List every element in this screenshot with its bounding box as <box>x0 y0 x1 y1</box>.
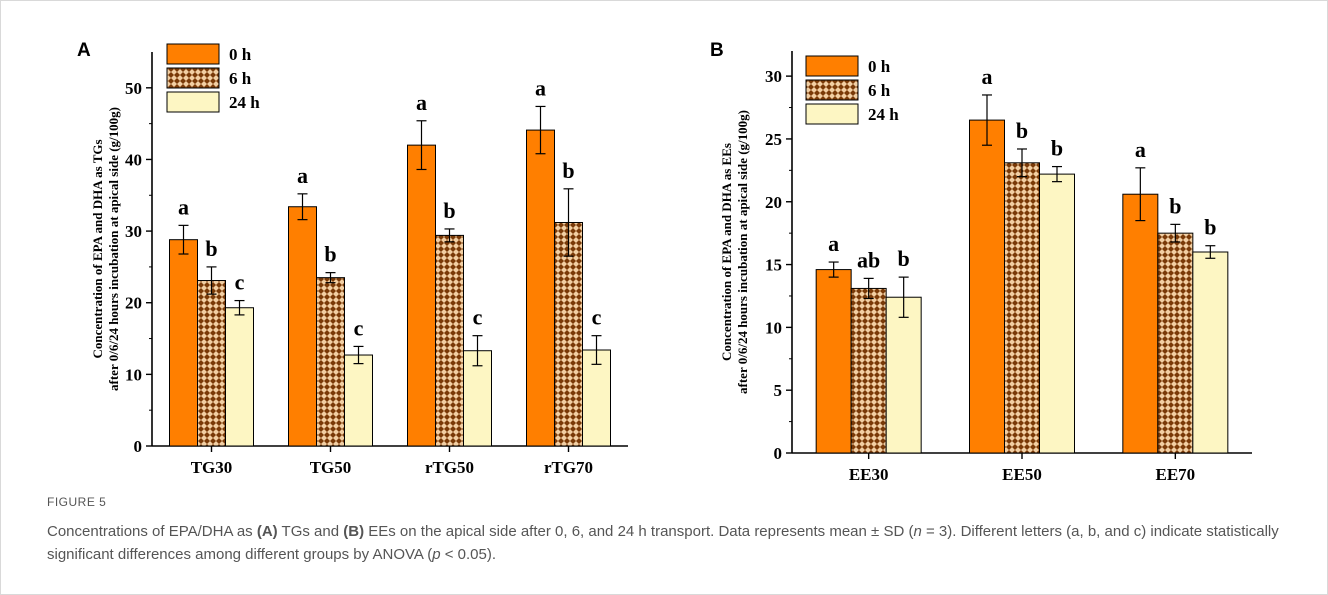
legend-swatch <box>805 103 859 125</box>
y-axis-label: Concentration of EPA and DHA as TGs <box>90 139 105 358</box>
bar <box>1157 232 1194 454</box>
y-tick-label: 5 <box>774 381 783 400</box>
significance-letter: a <box>535 75 546 100</box>
x-tick-label: rTG70 <box>544 458 593 477</box>
significance-letter: b <box>1051 136 1063 161</box>
chart-panel-b: 0 5 10 15 20 25 30 Concentration of EPA and DHA… <box>710 40 1252 484</box>
bar <box>582 349 611 447</box>
significance-letter: b <box>1169 193 1181 218</box>
legend-label: 0 h <box>229 45 252 64</box>
significance-letter: b <box>898 246 910 271</box>
y-tick-label: 15 <box>765 256 782 275</box>
panel-label: A <box>77 40 91 61</box>
significance-letter: a <box>828 231 839 256</box>
legend-swatch <box>166 67 220 89</box>
legend-swatch <box>805 55 859 77</box>
significance-letter: c <box>235 270 245 295</box>
bar <box>1039 173 1075 454</box>
bar <box>344 354 373 447</box>
legend-swatch <box>166 91 220 113</box>
y-tick-label: 50 <box>125 79 142 98</box>
significance-letter: b <box>205 236 217 261</box>
bar <box>885 296 922 454</box>
y-axis-label: Concentration of EPA and DHA as EEs <box>719 143 734 361</box>
bar <box>197 280 226 447</box>
bar <box>526 129 555 447</box>
y-tick-label: 25 <box>765 130 782 149</box>
bar <box>169 239 198 447</box>
bar <box>815 269 852 454</box>
significance-letter: b <box>1204 215 1216 240</box>
y-axis-label: after 0/6/24 hours incubation at apical … <box>106 107 121 391</box>
significance-letter: b <box>324 242 336 267</box>
bar <box>316 277 345 447</box>
y-tick-label: 40 <box>125 150 142 169</box>
bar <box>1122 193 1159 454</box>
bar <box>435 234 464 447</box>
bar <box>850 287 887 454</box>
x-tick-label: TG30 <box>191 458 233 477</box>
legend-label: 0 h <box>868 57 891 76</box>
x-tick-label: TG50 <box>310 458 352 477</box>
y-tick-label: 30 <box>125 222 142 241</box>
y-tick-label: 20 <box>125 294 142 313</box>
panel-label: B <box>710 40 724 61</box>
legend-label: 6 h <box>229 69 252 88</box>
significance-letter: a <box>982 64 993 89</box>
significance-letter: b <box>562 158 574 183</box>
bar <box>288 206 317 447</box>
bar <box>1192 251 1229 454</box>
significance-letter: c <box>354 315 364 340</box>
bar <box>969 119 1005 454</box>
y-tick-label: 10 <box>765 318 782 337</box>
legend-label: 24 h <box>868 105 899 124</box>
legend-label: 24 h <box>229 93 260 112</box>
significance-letter: c <box>473 305 483 330</box>
chart-panel-a: 0 10 20 30 40 50 Concentration of EPA and DHA … <box>77 40 628 477</box>
bar <box>1004 162 1040 454</box>
x-tick-label: EE30 <box>849 465 889 484</box>
significance-letter: a <box>297 163 308 188</box>
figure-label: FIGURE 5 <box>47 495 107 509</box>
bar <box>407 144 436 447</box>
y-tick-label: 0 <box>134 437 143 456</box>
bar <box>554 221 583 447</box>
significance-letter: b <box>1016 118 1028 143</box>
significance-letter: ab <box>857 247 880 272</box>
y-tick-label: 0 <box>774 444 783 463</box>
x-tick-label: EE50 <box>1002 465 1042 484</box>
significance-letter: c <box>592 305 602 330</box>
y-tick-label: 30 <box>765 67 782 86</box>
figure-caption: Concentrations of EPA/DHA as (A) TGs and… <box>47 523 1279 563</box>
legend-swatch <box>166 43 220 65</box>
x-tick-label: rTG50 <box>425 458 474 477</box>
significance-letter: a <box>416 90 427 115</box>
y-axis-label: after 0/6/24 hours incubation at apical … <box>735 110 750 394</box>
x-tick-label: EE70 <box>1155 465 1195 484</box>
legend-label: 6 h <box>868 81 891 100</box>
y-tick-label: 10 <box>125 365 142 384</box>
significance-letter: a <box>1135 137 1146 162</box>
bar <box>225 307 254 447</box>
legend-swatch <box>805 79 859 101</box>
y-tick-label: 20 <box>765 193 782 212</box>
significance-letter: b <box>443 198 455 223</box>
significance-letter: a <box>178 194 189 219</box>
